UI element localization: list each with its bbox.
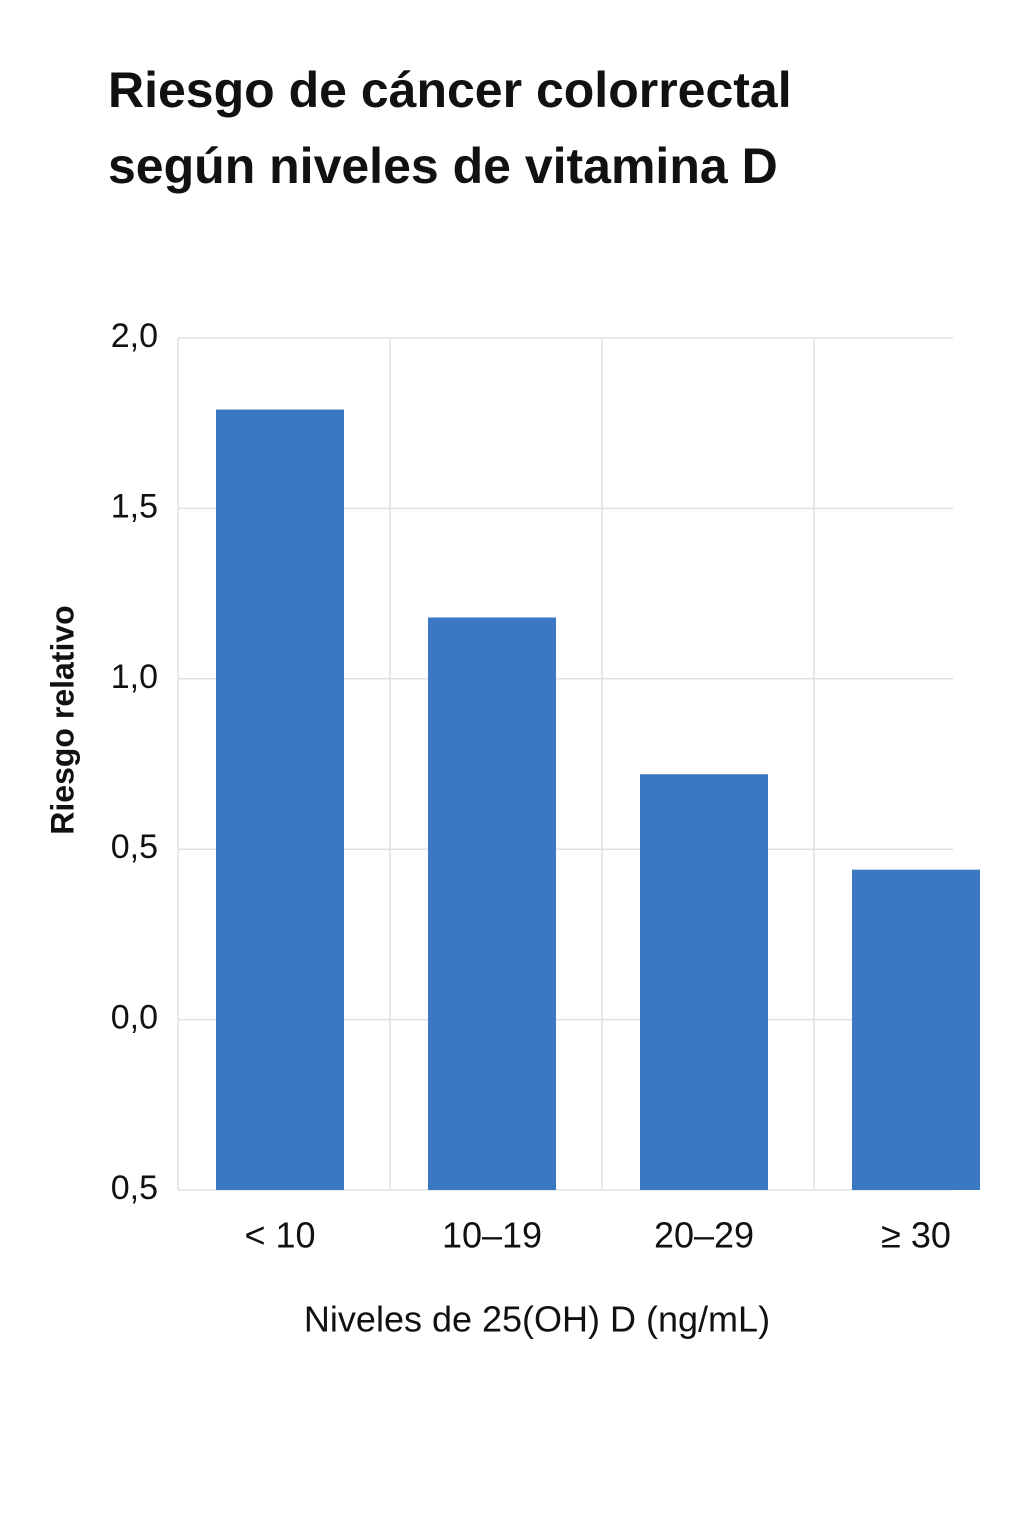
bar — [216, 409, 344, 1190]
chart-title: Riesgo de cáncer colorrectal según nivel… — [108, 62, 792, 194]
x-tick-label: ≥ 30 — [881, 1215, 951, 1256]
x-axis-label: Niveles de 25(OH) D (ng/mL) — [304, 1299, 770, 1340]
y-tick-label: 1,5 — [111, 487, 158, 525]
bar — [640, 774, 768, 1190]
y-tick-label: 1,0 — [111, 658, 158, 696]
y-tick-label: 2,0 — [111, 317, 158, 355]
bar — [852, 869, 980, 1190]
x-tick-label: < 10 — [244, 1215, 315, 1256]
x-tick-label: 10–19 — [442, 1215, 542, 1256]
y-tick-label: 0,5 — [111, 828, 158, 866]
y-tick-label: 0,0 — [111, 999, 158, 1037]
y-tick-label: 0,5 — [111, 1169, 158, 1207]
x-tick-label: 20–29 — [654, 1215, 754, 1256]
bar — [428, 617, 556, 1190]
y-axis-label: Riesgo relativo — [44, 605, 80, 834]
